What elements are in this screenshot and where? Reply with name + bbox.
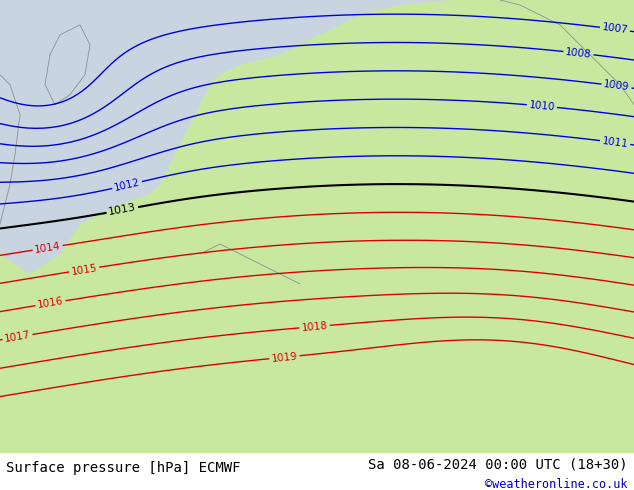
- Text: 1010: 1010: [528, 100, 555, 112]
- Text: Surface pressure [hPa] ECMWF: Surface pressure [hPa] ECMWF: [6, 461, 241, 475]
- Text: 1007: 1007: [601, 23, 628, 36]
- Text: 1019: 1019: [271, 351, 298, 364]
- Text: 1018: 1018: [301, 320, 328, 333]
- Text: ©weatheronline.co.uk: ©weatheronline.co.uk: [485, 478, 628, 490]
- Text: Sa 08-06-2024 00:00 UTC (18+30): Sa 08-06-2024 00:00 UTC (18+30): [368, 457, 628, 471]
- Text: 1014: 1014: [34, 241, 61, 255]
- Text: 1015: 1015: [70, 263, 98, 276]
- Text: 1011: 1011: [602, 136, 629, 149]
- Text: 1008: 1008: [565, 47, 592, 59]
- Text: 1013: 1013: [108, 202, 137, 218]
- Text: 1012: 1012: [113, 177, 141, 193]
- Polygon shape: [0, 0, 634, 274]
- Polygon shape: [0, 0, 634, 453]
- Text: 1009: 1009: [603, 79, 630, 93]
- Text: 1017: 1017: [4, 330, 31, 344]
- Text: 1016: 1016: [37, 296, 64, 310]
